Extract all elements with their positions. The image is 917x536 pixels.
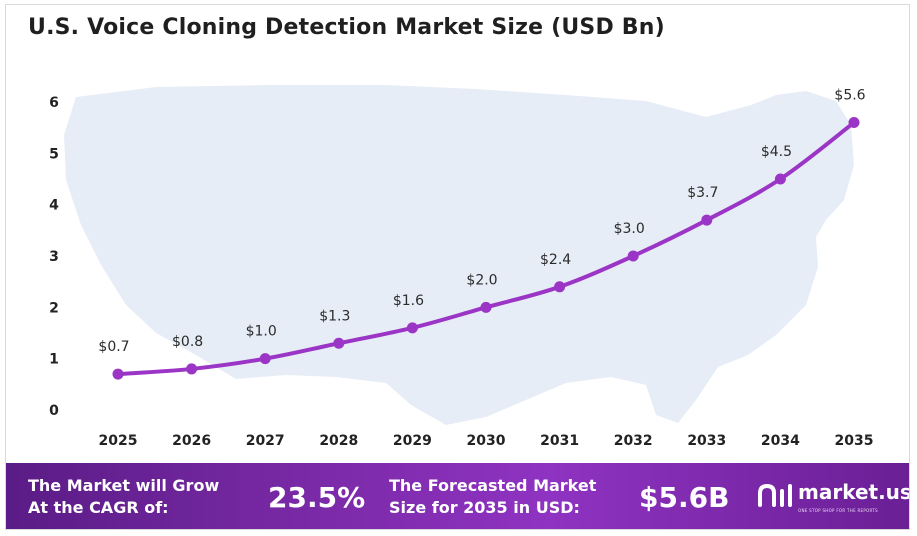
- x-tick-label: 2032: [614, 433, 653, 449]
- data-point: [112, 368, 124, 380]
- cagr-label: The Market will Grow At the CAGR of:: [28, 475, 219, 519]
- data-label: $1.0: [246, 324, 277, 340]
- x-tick-label: 2035: [835, 433, 874, 449]
- data-label: $5.6: [834, 88, 865, 104]
- cagr-label-line1: The Market will Grow: [28, 476, 220, 495]
- data-label: $2.0: [466, 272, 497, 288]
- data-point: [480, 301, 492, 313]
- data-label: $1.6: [393, 293, 424, 309]
- x-tick-label: 2034: [761, 433, 800, 449]
- x-tick-label: 2027: [246, 433, 285, 449]
- y-tick-label: 0: [49, 403, 59, 419]
- data-point: [627, 250, 639, 262]
- data-point: [774, 173, 786, 185]
- x-tick-label: 2030: [467, 433, 506, 449]
- cagr-value: 23.5%: [268, 481, 366, 514]
- y-tick-label: 6: [49, 95, 59, 111]
- data-label: $3.0: [614, 221, 645, 237]
- brand-name: market.us: [798, 480, 910, 504]
- data-point: [848, 117, 860, 129]
- y-tick-label: 4: [49, 198, 59, 214]
- x-axis: 2025 2026 2027 2028 2029 2030 2031 2032 2033 2034…: [99, 433, 874, 449]
- brand-tagline: ONE STOP SHOP FOR THE REPORTS: [798, 508, 878, 513]
- data-label: $3.7: [687, 185, 718, 201]
- forecast-label-line1: The Forecasted Market: [389, 476, 597, 495]
- data-point: [259, 353, 271, 365]
- data-point: [701, 214, 713, 226]
- x-tick-label: 2031: [540, 433, 579, 449]
- chart-frame: U.S. Voice Cloning Detection Market Size…: [5, 4, 910, 530]
- x-tick-label: 2029: [393, 433, 432, 449]
- x-tick-label: 2028: [319, 433, 358, 449]
- data-label: $1.3: [319, 308, 350, 324]
- y-tick-label: 2: [49, 300, 59, 316]
- y-axis: 0 1 2 3 4 5 6: [49, 95, 59, 419]
- data-label: $0.7: [98, 339, 129, 355]
- y-tick-label: 5: [49, 146, 59, 162]
- x-tick-label: 2025: [99, 433, 138, 449]
- y-tick-label: 1: [49, 352, 59, 368]
- data-label: $2.4: [540, 252, 571, 268]
- chart-title: U.S. Voice Cloning Detection Market Size…: [28, 15, 665, 40]
- y-tick-label: 3: [49, 249, 59, 265]
- forecast-value: $5.6B: [639, 481, 730, 514]
- line-chart: 0 1 2 3 4 5 6 2025 2026 2027 2028 2029 2030 2031 2032…: [49, 85, 874, 449]
- data-point: [406, 322, 418, 334]
- forecast-label: The Forecasted Market Size for 2035 in U…: [389, 475, 596, 519]
- x-tick-label: 2033: [687, 433, 726, 449]
- x-tick-label: 2026: [172, 433, 211, 449]
- data-label: $0.8: [172, 334, 203, 350]
- data-point: [333, 337, 345, 349]
- summary-footer: The Market will Grow At the CAGR of: 23.…: [6, 463, 910, 529]
- market-us-logo-icon: [758, 483, 792, 507]
- data-label: $4.5: [761, 144, 792, 160]
- cagr-label-line2: At the CAGR of:: [28, 498, 169, 517]
- us-map-background: [64, 85, 854, 425]
- series-group: $0.7 $0.8 $1.0 $1.3 $1.6 $2.0 $2.4 $3.0 $3.7 $4.5…: [98, 88, 866, 380]
- data-point: [554, 281, 566, 293]
- data-point: [186, 363, 198, 375]
- forecast-label-line2: Size for 2035 in USD:: [389, 498, 580, 517]
